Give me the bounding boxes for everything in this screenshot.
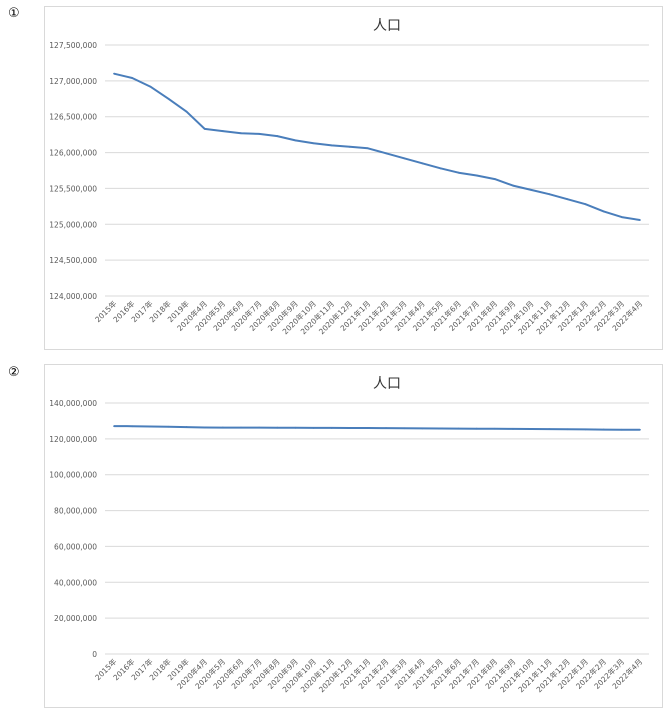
data-point [367, 427, 369, 429]
data-point [131, 77, 134, 79]
data-point [348, 145, 351, 148]
data-point [512, 428, 514, 430]
data-point [602, 210, 605, 213]
data-point [131, 425, 134, 428]
data-point [167, 97, 170, 100]
data-point [113, 425, 115, 428]
y-tick-label: 140,000,000 [49, 399, 97, 408]
y-tick-label: 40,000,000 [54, 578, 97, 587]
data-point [294, 139, 297, 142]
data-point [439, 427, 442, 430]
data-point [185, 110, 188, 113]
data-point [312, 426, 315, 429]
y-tick-label: 124,000,000 [49, 292, 97, 301]
data-point [203, 426, 206, 429]
data-point [584, 203, 587, 206]
data-point [421, 162, 424, 165]
data-point [276, 135, 279, 137]
data-point [639, 219, 641, 221]
data-point [403, 157, 406, 160]
data-point [385, 427, 387, 430]
data-point [185, 426, 188, 428]
data-point [149, 85, 152, 88]
data-point [294, 426, 297, 429]
data-point [421, 427, 424, 430]
data-point [530, 428, 533, 430]
chart-title: 人口 [373, 18, 401, 34]
y-tick-label: 0 [92, 650, 97, 659]
y-tick-label: 125,500,000 [49, 184, 97, 193]
data-point [530, 188, 533, 191]
data-point [203, 128, 206, 130]
series-line [114, 425, 640, 431]
data-point [330, 144, 333, 147]
data-point [620, 216, 623, 219]
data-point [258, 133, 261, 135]
data-point [475, 427, 478, 430]
y-tick-label: 100,000,000 [49, 471, 97, 480]
chart-1-svg: 人口 124,000,000 124,500,000 125,000,000 125,5… [49, 18, 649, 336]
y-tick-label: 126,000,000 [49, 149, 97, 158]
y-tick-label: 20,000,000 [54, 614, 97, 623]
data-point [639, 428, 641, 431]
chart-title: 人口 [373, 376, 401, 392]
y-tick-label: 127,500,000 [49, 41, 97, 50]
data-point [493, 427, 496, 430]
data-point [403, 427, 406, 430]
data-point [548, 193, 551, 196]
chart-1-marker: ① [8, 6, 20, 21]
data-point [113, 72, 115, 75]
chart-1-panel: 人口 124,000,000 124,500,000 125,000,000 125,5… [44, 6, 663, 350]
data-point [475, 174, 478, 177]
y-tick-label: 120,000,000 [49, 435, 97, 444]
data-point [240, 132, 242, 135]
y-tick-label: 125,000,000 [49, 220, 97, 229]
data-point [276, 426, 279, 429]
chart-2-marker: ② [8, 365, 20, 380]
data-point [602, 428, 605, 431]
chart-2-svg: 人口 0 20,000,000 40,000,000 60,000,000 80,000,… [49, 376, 649, 694]
data-point [348, 427, 351, 429]
data-point [385, 152, 387, 155]
data-point [548, 428, 551, 431]
y-tick-label: 80,000,000 [54, 507, 97, 516]
data-point [330, 427, 333, 429]
data-point [367, 147, 369, 150]
data-point [566, 428, 569, 431]
data-point [221, 426, 224, 429]
y-tick-label: 60,000,000 [54, 542, 97, 551]
data-point [512, 184, 514, 187]
data-point [620, 428, 623, 431]
data-point [566, 198, 569, 201]
data-point [240, 426, 242, 429]
y-tick-label: 126,500,000 [49, 113, 97, 122]
chart-2-panel: 人口 0 20,000,000 40,000,000 60,000,000 80,000,… [44, 364, 663, 708]
data-point [584, 428, 587, 431]
data-point [457, 427, 460, 430]
data-point [457, 171, 460, 174]
data-point [167, 425, 170, 428]
data-point [439, 167, 442, 170]
y-tick-label: 127,000,000 [49, 77, 97, 86]
data-point [149, 425, 152, 428]
data-point [221, 130, 224, 132]
data-point [312, 142, 315, 145]
series-line [113, 72, 641, 221]
y-tick-label: 124,500,000 [49, 256, 97, 265]
data-point [493, 178, 496, 181]
data-point [258, 426, 261, 429]
